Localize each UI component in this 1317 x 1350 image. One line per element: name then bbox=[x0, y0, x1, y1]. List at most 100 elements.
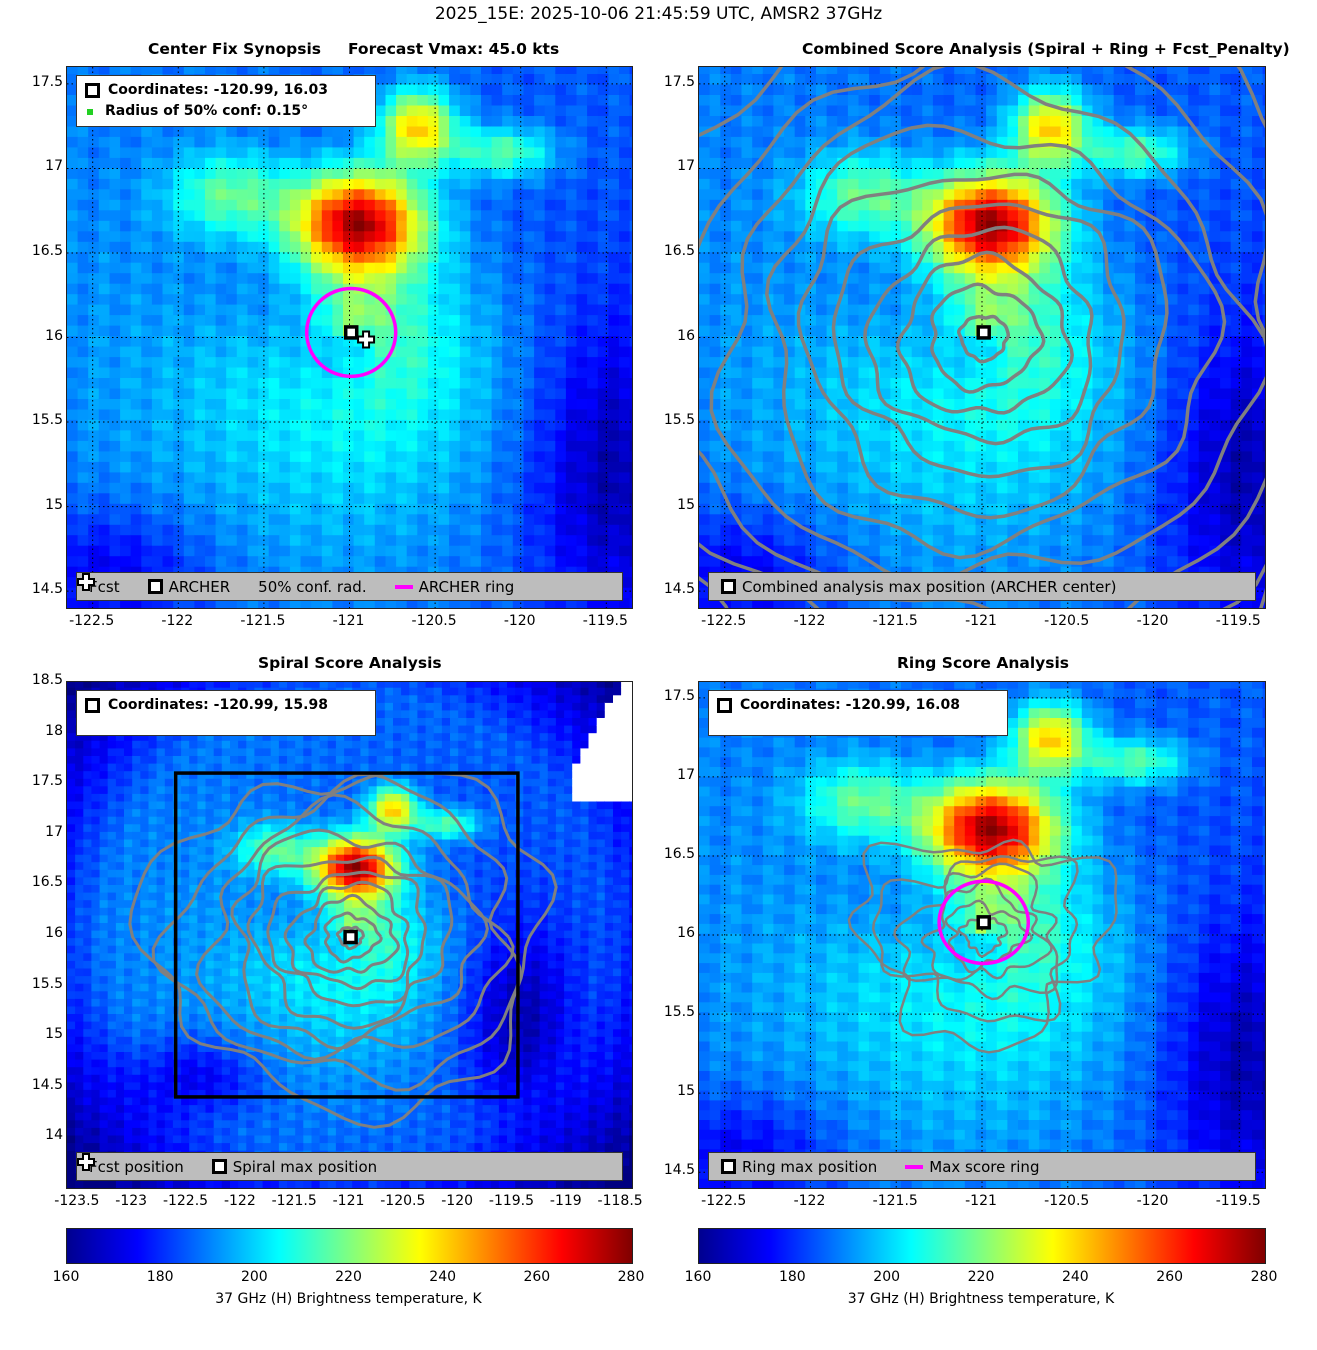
heatmap-cell bbox=[1018, 230, 1030, 242]
heatmap-cell bbox=[332, 346, 344, 358]
heatmap-cell bbox=[343, 492, 355, 504]
heatmap-cell bbox=[964, 272, 976, 284]
heatmap-cell bbox=[730, 251, 743, 263]
heatmap-cell bbox=[343, 178, 355, 190]
heatmap-cell bbox=[459, 503, 471, 515]
heatmap-cell bbox=[141, 503, 153, 515]
heatmap-cell bbox=[1113, 419, 1125, 431]
heatmap-cell bbox=[587, 220, 599, 232]
heatmap-cell bbox=[1039, 503, 1051, 515]
heatmap-cell bbox=[141, 450, 153, 462]
heatmap-cell bbox=[417, 262, 429, 274]
heatmap-cell bbox=[449, 524, 461, 536]
heatmap-cell bbox=[741, 503, 753, 515]
heatmap-cell bbox=[752, 524, 764, 536]
heatmap-cell bbox=[773, 492, 785, 504]
heatmap-cell bbox=[109, 492, 121, 504]
heatmap-cell bbox=[1007, 94, 1019, 106]
heatmap-cell bbox=[130, 461, 142, 473]
heatmap-cell bbox=[858, 377, 870, 389]
heatmap-cell bbox=[826, 115, 838, 127]
heatmap-cell bbox=[109, 398, 121, 410]
center-fix-plot bbox=[67, 67, 632, 608]
heatmap-cell bbox=[1039, 398, 1051, 410]
heatmap-cell bbox=[523, 492, 535, 504]
heatmap-cell bbox=[173, 220, 185, 232]
heatmap-cell bbox=[459, 429, 471, 441]
heatmap-cell bbox=[98, 471, 110, 483]
heatmap-cell bbox=[183, 304, 195, 316]
heatmap-cell bbox=[816, 440, 828, 452]
heatmap-cell bbox=[1060, 115, 1072, 127]
heatmap-cell bbox=[730, 471, 743, 483]
heatmap-cell bbox=[1071, 188, 1083, 200]
heatmap-cell bbox=[544, 304, 556, 316]
heatmap-cell bbox=[502, 346, 514, 358]
heatmap-cell bbox=[1113, 566, 1125, 578]
heatmap-cell bbox=[794, 440, 806, 452]
heatmap-cell bbox=[565, 597, 578, 608]
heatmap-cell bbox=[587, 304, 599, 316]
heatmap-cell bbox=[629, 272, 632, 284]
heatmap-cell bbox=[901, 566, 913, 578]
heatmap-cell bbox=[268, 366, 280, 378]
heatmap-cell bbox=[1103, 555, 1115, 567]
heatmap-cell bbox=[502, 408, 514, 420]
heatmap-cell bbox=[943, 314, 955, 326]
heatmap-cell bbox=[523, 94, 535, 106]
heatmap-cell bbox=[279, 325, 291, 337]
heatmap-cell bbox=[911, 366, 923, 378]
heatmap-cell bbox=[943, 104, 955, 116]
heatmap-cell bbox=[470, 272, 482, 284]
heatmap-cell bbox=[353, 209, 365, 221]
heatmap-cell bbox=[130, 125, 142, 137]
heatmap-cell bbox=[1039, 178, 1051, 190]
heatmap-cell bbox=[1007, 314, 1019, 326]
heatmap-cell bbox=[67, 335, 79, 347]
heatmap-cell bbox=[1060, 566, 1072, 578]
heatmap-cell bbox=[481, 377, 493, 389]
heatmap-cell bbox=[481, 398, 493, 410]
heatmap-cell bbox=[109, 597, 121, 608]
heatmap-cell bbox=[730, 482, 743, 494]
heatmap-cell bbox=[858, 534, 870, 546]
heatmap-cell bbox=[512, 482, 524, 494]
heatmap-cell bbox=[1135, 450, 1147, 462]
heatmap-cell bbox=[576, 429, 588, 441]
heatmap-cell bbox=[922, 387, 934, 399]
heatmap-cell bbox=[491, 492, 503, 504]
heatmap-cell bbox=[226, 325, 238, 337]
heatmap-cell bbox=[173, 67, 185, 74]
heatmap-cell bbox=[109, 262, 121, 274]
heatmap-cell bbox=[890, 555, 902, 567]
heatmap-cell bbox=[911, 503, 923, 515]
heatmap-cell bbox=[954, 94, 966, 106]
heatmap-cell bbox=[1103, 167, 1115, 179]
heatmap-cell bbox=[449, 492, 461, 504]
heatmap-cell bbox=[869, 293, 881, 305]
heatmap-cell bbox=[67, 136, 79, 148]
heatmap-cell bbox=[730, 566, 743, 578]
heatmap-cell bbox=[406, 555, 418, 567]
heatmap-cell bbox=[911, 220, 923, 232]
heatmap-cell bbox=[438, 125, 450, 137]
heatmap-cell bbox=[343, 545, 355, 557]
heatmap-cell bbox=[826, 157, 838, 169]
heatmap-cell bbox=[1018, 408, 1030, 420]
heatmap-cell bbox=[619, 314, 631, 326]
heatmap-cell bbox=[699, 440, 711, 452]
heatmap-cell bbox=[151, 220, 164, 232]
heatmap-cell bbox=[837, 356, 849, 368]
heatmap-cell bbox=[1018, 146, 1030, 158]
heatmap-cell bbox=[1124, 545, 1136, 557]
heatmap-cell bbox=[964, 513, 976, 525]
heatmap-cell bbox=[236, 346, 248, 358]
heatmap-cell bbox=[869, 167, 881, 179]
heatmap-cell bbox=[986, 440, 998, 452]
heatmap-cell bbox=[794, 262, 806, 274]
heatmap-cell bbox=[247, 136, 259, 148]
heatmap-cell bbox=[300, 513, 312, 525]
heatmap-cell bbox=[555, 555, 567, 567]
heatmap-cell bbox=[98, 335, 110, 347]
heatmap-cell bbox=[816, 366, 828, 378]
